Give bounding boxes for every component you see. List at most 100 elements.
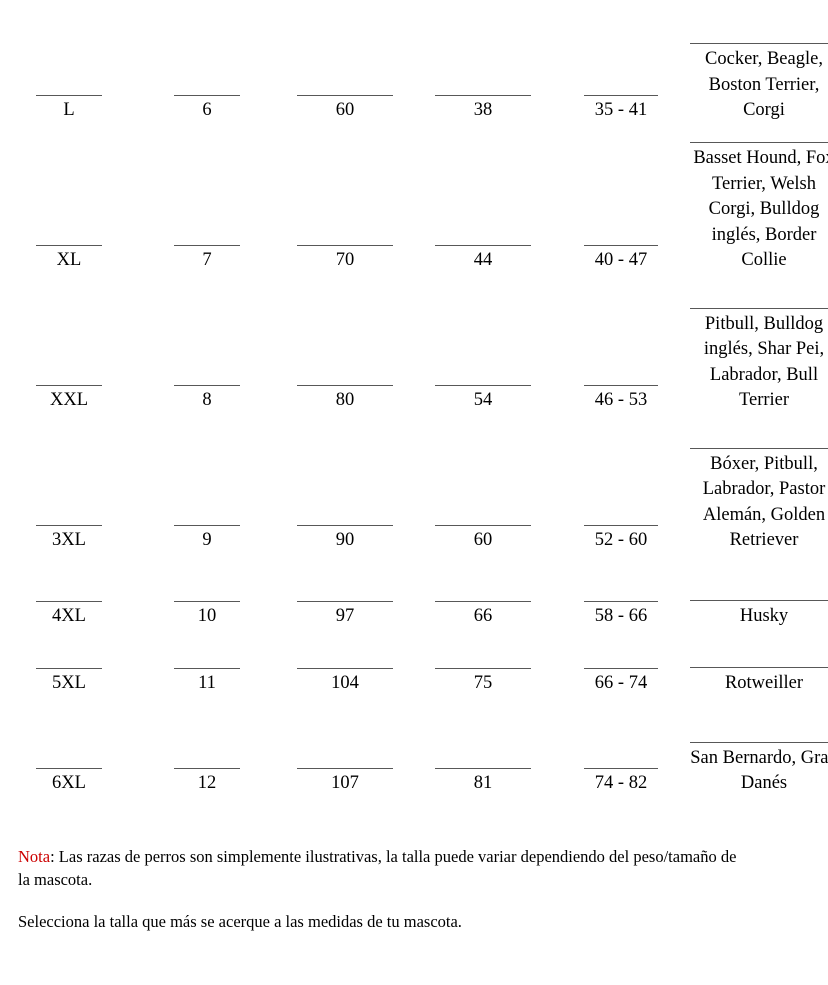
cell-size: XXL: [0, 274, 138, 414]
breeds-value: San Bernardo, Gran Danés: [690, 741, 828, 797]
cell-breeds: Basset Hound, Fox Terrier, Welsh Corgi, …: [690, 124, 828, 274]
back-length-value: 90: [297, 525, 393, 554]
note-label: Nota: [18, 847, 51, 866]
neck-value: 74 - 82: [584, 768, 658, 797]
cell-back-length: 97: [276, 554, 414, 630]
selection-hint: Selecciona la talla que más se acerque a…: [18, 911, 462, 931]
cell-number: 9: [138, 414, 276, 554]
chest-value: 81: [435, 768, 531, 797]
table-row: XL 7 70 44 40 - 47 Basset Hound, Fox Ter…: [0, 124, 828, 274]
size-value: 6XL: [36, 768, 102, 797]
breeds-value: Husky: [690, 600, 828, 630]
cell-number: 11: [138, 630, 276, 697]
chest-value: 54: [435, 385, 531, 414]
cell-chest: 81: [414, 697, 552, 797]
neck-value: 66 - 74: [584, 668, 658, 697]
back-length-value: 60: [297, 95, 393, 124]
cell-chest: 38: [414, 0, 552, 124]
cell-number: 8: [138, 274, 276, 414]
table-row: 5XL 11 104 75 66 - 74 Rotweiller: [0, 630, 828, 697]
back-length-value: 104: [297, 668, 393, 697]
cell-size: XL: [0, 124, 138, 274]
cell-breeds: Pitbull, Bulldog inglés, Shar Pei, Labra…: [690, 274, 828, 414]
cell-back-length: 60: [276, 0, 414, 124]
size-value: 5XL: [36, 668, 102, 697]
note-paragraph: Nota: Las razas de perros son simplement…: [18, 845, 738, 892]
size-value: 3XL: [36, 525, 102, 554]
back-length-value: 107: [297, 768, 393, 797]
back-length-value: 97: [297, 601, 393, 630]
chest-value: 60: [435, 525, 531, 554]
cell-neck: 40 - 47: [552, 124, 690, 274]
cell-chest: 66: [414, 554, 552, 630]
cell-breeds: Bóxer, Pitbull, Labrador, Pastor Alemán,…: [690, 414, 828, 554]
back-length-value: 70: [297, 245, 393, 274]
chest-value: 38: [435, 95, 531, 124]
cell-neck: 35 - 41: [552, 0, 690, 124]
size-value: XL: [36, 245, 102, 274]
cell-neck: 52 - 60: [552, 414, 690, 554]
cell-back-length: 70: [276, 124, 414, 274]
cell-size: 3XL: [0, 414, 138, 554]
neck-value: 40 - 47: [584, 245, 658, 274]
cell-breeds: Cocker, Beagle, Boston Terrier, Corgi: [690, 0, 828, 124]
breeds-value: Bóxer, Pitbull, Labrador, Pastor Alemán,…: [690, 447, 828, 554]
size-value: L: [36, 95, 102, 124]
cell-breeds: Rotweiller: [690, 630, 828, 697]
table-row: 4XL 10 97 66 58 - 66 Husky: [0, 554, 828, 630]
number-value: 8: [174, 385, 240, 414]
cell-size: 5XL: [0, 630, 138, 697]
table-row: XXL 8 80 54 46 - 53 Pitbull, Bulldog ing…: [0, 274, 828, 414]
neck-value: 35 - 41: [584, 95, 658, 124]
pet-size-table: L 6 60 38 35 - 41 Cocker, Beagle, Boston…: [0, 0, 828, 797]
table-body: L 6 60 38 35 - 41 Cocker, Beagle, Boston…: [0, 0, 828, 797]
number-value: 7: [174, 245, 240, 274]
cell-size: L: [0, 0, 138, 124]
cell-number: 7: [138, 124, 276, 274]
note-separator: :: [50, 847, 59, 866]
cell-number: 6: [138, 0, 276, 124]
cell-neck: 74 - 82: [552, 697, 690, 797]
chest-value: 44: [435, 245, 531, 274]
cell-chest: 60: [414, 414, 552, 554]
cell-chest: 44: [414, 124, 552, 274]
back-length-value: 80: [297, 385, 393, 414]
note-text: Las razas de perros son simplemente ilus…: [18, 847, 737, 890]
number-value: 11: [174, 668, 240, 697]
table-row: 3XL 9 90 60 52 - 60 Bóxer, Pitbull, Labr…: [0, 414, 828, 554]
neck-value: 52 - 60: [584, 525, 658, 554]
number-value: 6: [174, 95, 240, 124]
cell-breeds: Husky: [690, 554, 828, 630]
neck-value: 46 - 53: [584, 385, 658, 414]
cell-size: 4XL: [0, 554, 138, 630]
cell-back-length: 104: [276, 630, 414, 697]
cell-chest: 54: [414, 274, 552, 414]
cell-size: 6XL: [0, 697, 138, 797]
breeds-value: Basset Hound, Fox Terrier, Welsh Corgi, …: [690, 142, 828, 274]
cell-breeds: San Bernardo, Gran Danés: [690, 697, 828, 797]
cell-neck: 58 - 66: [552, 554, 690, 630]
cell-back-length: 80: [276, 274, 414, 414]
cell-neck: 46 - 53: [552, 274, 690, 414]
number-value: 10: [174, 601, 240, 630]
chest-value: 66: [435, 601, 531, 630]
neck-value: 58 - 66: [584, 601, 658, 630]
chest-value: 75: [435, 668, 531, 697]
notes-section: Nota: Las razas de perros son simplement…: [18, 845, 738, 951]
number-value: 12: [174, 768, 240, 797]
cell-back-length: 90: [276, 414, 414, 554]
table-row: L 6 60 38 35 - 41 Cocker, Beagle, Boston…: [0, 0, 828, 124]
cell-neck: 66 - 74: [552, 630, 690, 697]
cell-number: 12: [138, 697, 276, 797]
table-row: 6XL 12 107 81 74 - 82 San Bernardo, Gran…: [0, 697, 828, 797]
breeds-value: Cocker, Beagle, Boston Terrier, Corgi: [690, 43, 828, 124]
cell-back-length: 107: [276, 697, 414, 797]
cell-number: 10: [138, 554, 276, 630]
number-value: 9: [174, 525, 240, 554]
size-value: 4XL: [36, 601, 102, 630]
breeds-value: Pitbull, Bulldog inglés, Shar Pei, Labra…: [690, 307, 828, 414]
breeds-value: Rotweiller: [690, 667, 828, 697]
size-value: XXL: [36, 385, 102, 414]
cell-chest: 75: [414, 630, 552, 697]
